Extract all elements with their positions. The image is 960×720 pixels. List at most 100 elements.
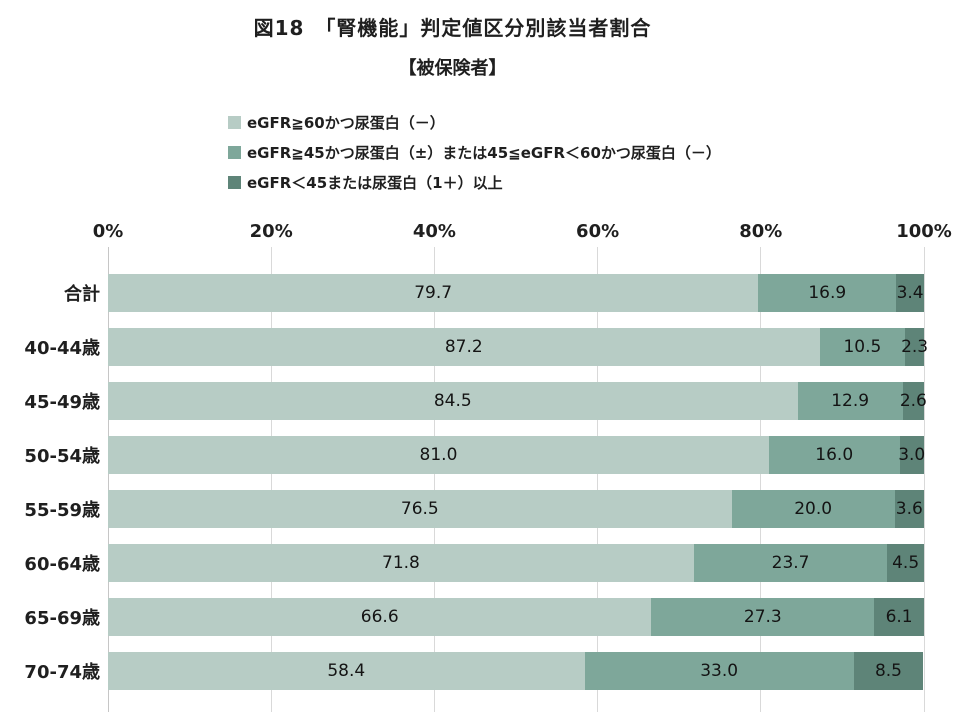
x-axis: 0% 20% 40% 60% 80% 100% <box>93 221 952 247</box>
bar-value-label: 2.3 <box>901 337 929 357</box>
axis-tick-label: 80% <box>739 221 783 242</box>
bar-segment-series1: 87.2 <box>108 328 820 366</box>
legend-swatch-series3 <box>228 175 241 189</box>
bar-value-label: 20.0 <box>794 499 833 519</box>
bar-segment-series1: 58.4 <box>108 652 585 690</box>
table-row: 45-49歳 84.5 12.9 2.6 <box>0 374 960 428</box>
chart-header: 図18 「腎機能」判定値区分別該当者割合 【被保険者】 <box>0 0 905 80</box>
bar-segment-series1: 79.7 <box>108 274 759 312</box>
table-row: 60-64歳 71.8 23.7 4.5 <box>0 536 960 590</box>
axis-tick-label: 100% <box>896 221 952 242</box>
bar-value-label: 4.5 <box>892 553 920 573</box>
legend-swatch-series2 <box>228 145 241 159</box>
category-label: 50-54歳 <box>24 446 100 467</box>
bar-value-label: 16.9 <box>808 283 847 303</box>
table-row: 50-54歳 81.0 16.0 3.0 <box>0 428 960 482</box>
legend-label-series2: eGFR≧45かつ尿蛋白（±）または45≦eGFR＜60かつ尿蛋白（－） <box>247 143 721 162</box>
bar-segment-series1: 84.5 <box>108 382 798 420</box>
bar-value-label: 81.0 <box>419 445 458 465</box>
table-row: 65-69歳 66.6 27.3 6.1 <box>0 590 960 644</box>
bar-value-label: 12.9 <box>831 391 870 411</box>
bar-segment-series3: 3.0 <box>898 436 926 474</box>
stacked-bar: 79.7 16.9 3.4 <box>108 274 924 312</box>
bar-segment-series2: 33.0 <box>584 652 854 690</box>
legend: eGFR≧60かつ尿蛋白（－） eGFR≧45かつ尿蛋白（±）または45≦eGF… <box>228 107 960 197</box>
axis-tick-label: 40% <box>412 221 456 242</box>
bar-segment-series3: 2.6 <box>899 382 927 420</box>
axis-tick-label: 60% <box>576 221 620 242</box>
bar-value-label: 8.5 <box>874 661 902 681</box>
gridlines <box>107 247 925 712</box>
category-label: 合計 <box>64 284 100 305</box>
bar-value-label: 87.2 <box>444 337 483 357</box>
bar-value-label: 16.0 <box>815 445 854 465</box>
category-label: 65-69歳 <box>24 608 100 629</box>
table-row: 55-59歳 76.5 20.0 3.6 <box>0 482 960 536</box>
bar-value-label: 79.7 <box>414 283 453 303</box>
stacked-bar: 58.4 33.0 8.5 <box>108 652 924 690</box>
legend-item: eGFR＜45または尿蛋白（1＋）以上 <box>228 167 960 197</box>
bar-value-label: 66.6 <box>360 607 399 627</box>
stacked-bar: 84.5 12.9 2.6 <box>108 382 927 420</box>
bar-segment-series2: 27.3 <box>651 598 875 636</box>
category-label: 70-74歳 <box>24 662 100 683</box>
bar-segment-series2: 10.5 <box>819 328 906 366</box>
legend-label-series3: eGFR＜45または尿蛋白（1＋）以上 <box>247 173 503 192</box>
bar-segment-series2: 12.9 <box>797 382 903 420</box>
category-label: 60-64歳 <box>24 554 100 575</box>
bar-value-label: 3.4 <box>896 283 924 303</box>
gridline <box>107 247 109 712</box>
bar-segment-series2: 23.7 <box>693 544 888 582</box>
bar-segment-series3: 4.5 <box>887 544 924 582</box>
bar-value-label: 76.5 <box>400 499 439 519</box>
gridline <box>433 247 435 712</box>
gridline <box>923 247 925 712</box>
bar-value-label: 27.3 <box>743 607 782 627</box>
stacked-bar: 66.6 27.3 6.1 <box>108 598 924 636</box>
bar-value-label: 2.6 <box>899 391 927 411</box>
stacked-bar: 87.2 10.5 2.3 <box>108 328 928 366</box>
page-title: 図18 「腎機能」判定値区分別該当者割合 <box>253 16 652 40</box>
legend-item: eGFR≧60かつ尿蛋白（－） <box>228 107 960 137</box>
bar-segment-series3: 2.3 <box>901 328 928 366</box>
axis-tick-label: 20% <box>249 221 293 242</box>
category-label: 45-49歳 <box>24 392 100 413</box>
gridline <box>597 247 599 712</box>
bar-value-label: 33.0 <box>700 661 739 681</box>
stacked-bar-chart: 合計 79.7 16.9 3.4 40-44歳 87.2 10.5 2.3 45-49歳 84.5… <box>0 247 960 712</box>
bar-segment-series3: 3.4 <box>896 274 924 312</box>
bar-segment-series1: 71.8 <box>108 544 694 582</box>
page-subtitle: 【被保険者】 <box>398 58 507 79</box>
table-row: 40-44歳 87.2 10.5 2.3 <box>0 320 960 374</box>
bar-value-label: 71.8 <box>382 553 420 573</box>
gridline <box>270 247 272 712</box>
bar-value-label: 23.7 <box>771 553 810 573</box>
legend-label-series1: eGFR≧60かつ尿蛋白（－） <box>247 113 445 132</box>
bar-segment-series3: 8.5 <box>853 652 924 690</box>
bar-segment-series2: 20.0 <box>731 490 895 528</box>
gridline <box>760 247 762 712</box>
bar-segment-series1: 66.6 <box>108 598 652 636</box>
bar-segment-series3: 3.6 <box>894 490 924 528</box>
category-label: 55-59歳 <box>24 500 100 521</box>
stacked-bar: 71.8 23.7 4.5 <box>108 544 924 582</box>
bar-value-label: 10.5 <box>843 337 882 357</box>
bar-segment-series2: 16.9 <box>758 274 897 312</box>
bar-segment-series1: 81.0 <box>108 436 769 474</box>
bar-segment-series1: 76.5 <box>108 490 732 528</box>
stacked-bar: 76.5 20.0 3.6 <box>108 490 924 528</box>
axis-tick-label: 0% <box>92 221 124 242</box>
bar-rows: 合計 79.7 16.9 3.4 40-44歳 87.2 10.5 2.3 45-49歳 84.5… <box>0 247 960 712</box>
bar-value-label: 3.0 <box>898 445 926 465</box>
category-label: 40-44歳 <box>24 338 100 359</box>
table-row: 合計 79.7 16.9 3.4 <box>0 266 960 320</box>
bar-value-label: 3.6 <box>895 499 923 519</box>
legend-swatch-series1 <box>228 115 241 129</box>
bar-segment-series2: 16.0 <box>768 436 900 474</box>
stacked-bar: 81.0 16.0 3.0 <box>108 436 926 474</box>
bar-value-label: 6.1 <box>885 607 913 627</box>
bar-segment-series3: 6.1 <box>874 598 924 636</box>
table-row: 70-74歳 58.4 33.0 8.5 <box>0 644 960 698</box>
legend-item: eGFR≧45かつ尿蛋白（±）または45≦eGFR＜60かつ尿蛋白（－） <box>228 137 960 167</box>
bar-value-label: 84.5 <box>433 391 472 411</box>
